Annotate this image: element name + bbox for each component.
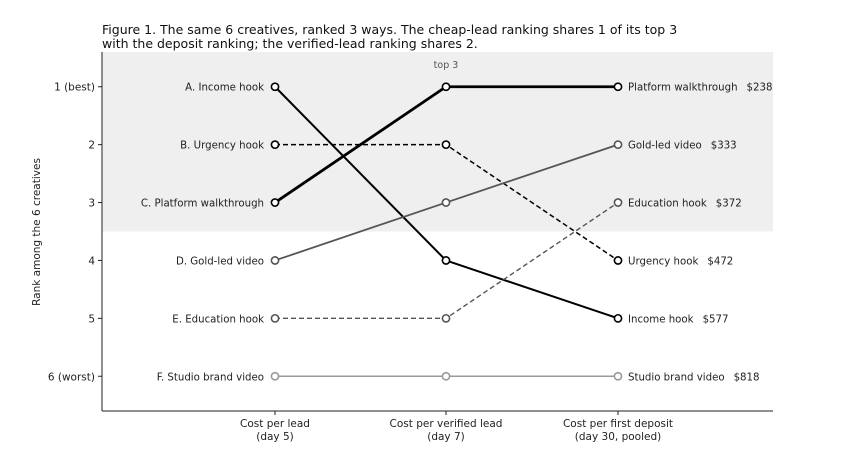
series-right-name: Gold-led video <box>628 141 702 152</box>
series-cost-value: $238 <box>747 83 773 94</box>
series-left-label: F. Studio brand video <box>157 372 264 383</box>
series-right-label: Urgency hook $472 <box>628 256 733 267</box>
series-cost-value: $372 <box>716 199 742 210</box>
series-left-label: E. Education hook <box>172 314 264 325</box>
y-axis-title: Rank among the 6 creatives <box>31 158 43 306</box>
series-right-label: Studio brand video $818 <box>628 372 760 383</box>
series-points <box>270 82 623 381</box>
series-point <box>613 313 623 323</box>
series-left-label: C. Platform walkthrough <box>141 199 264 210</box>
y-tick-label: 2 <box>88 140 95 152</box>
series-left-label: D. Gold-led video <box>176 256 264 267</box>
y-tick-label: 3 <box>88 198 95 210</box>
series-point <box>441 82 451 92</box>
series-cost-value: $577 <box>703 314 729 325</box>
series-point <box>270 198 280 207</box>
series-right-name: Platform walkthrough <box>628 83 738 94</box>
x-tick-label: Cost per verified lead <box>390 418 503 430</box>
y-ticks: 1 (best) 2 3 4 5 6 (worst) <box>48 82 102 383</box>
series-point <box>441 256 451 265</box>
x-tick-sublabel: (day 5) <box>256 431 294 443</box>
series-point <box>441 140 451 150</box>
y-tick-label: 4 <box>88 255 95 267</box>
series-left-label: A. Income hook <box>185 83 264 94</box>
series-point <box>613 82 623 92</box>
series-cost-value: $818 <box>734 372 760 383</box>
y-tick-label: 5 <box>88 313 95 325</box>
chart-title-line-1: Figure 1. The same 6 creatives, ranked 3… <box>102 22 677 37</box>
series-point <box>613 371 623 381</box>
series-right-name: Urgency hook <box>628 256 698 267</box>
x-tick-sublabel: (day 7) <box>427 431 465 443</box>
series-point <box>270 256 280 265</box>
series-point <box>441 371 451 381</box>
series-right-label: Income hook $577 <box>628 314 729 325</box>
top-3-band-label: top 3 <box>434 60 459 71</box>
axes <box>101 52 773 412</box>
series-cost-value: $472 <box>707 256 733 267</box>
series-right-label: Gold-led video $333 <box>628 141 737 152</box>
series-point <box>613 256 623 265</box>
series-point <box>613 198 623 207</box>
series-point <box>270 140 280 150</box>
series-left-label: B. Urgency hook <box>180 141 264 152</box>
x-tick-sublabel: (day 30, pooled) <box>575 431 661 443</box>
x-ticks: Cost per lead(day 5) Cost per verified le… <box>240 411 673 443</box>
series-point <box>270 313 280 323</box>
series-point <box>441 313 451 323</box>
series-right-label: Platform walkthrough $238 <box>628 83 772 94</box>
y-tick-label: 1 (best) <box>54 82 95 94</box>
series-point <box>613 140 623 150</box>
y-tick-label: 6 (worst) <box>48 371 95 383</box>
x-tick-label: Cost per first deposit <box>563 418 673 430</box>
series-labels: A. Income hook Income hook $577 B. Urgency … <box>141 83 773 384</box>
chart-title-line-2: with the deposit ranking; the verified-l… <box>102 36 478 51</box>
top-3-band <box>102 52 773 232</box>
series-cost-value: $333 <box>711 141 737 152</box>
series-point <box>270 82 280 92</box>
series-right-name: Studio brand video <box>628 372 725 383</box>
series-right-name: Education hook <box>628 199 707 210</box>
series-right-name: Income hook <box>628 314 694 325</box>
series-point <box>270 371 280 381</box>
series-point <box>441 198 451 207</box>
series-right-label: Education hook $372 <box>628 199 742 210</box>
x-tick-label: Cost per lead <box>240 418 310 430</box>
